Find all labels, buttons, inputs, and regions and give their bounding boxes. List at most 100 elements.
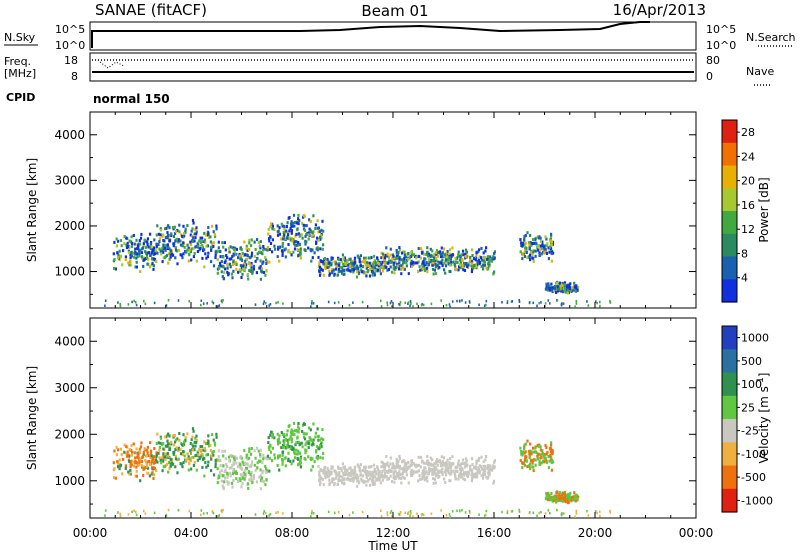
echo-cell [296,248,299,252]
echo-cell [333,260,336,264]
echo-cell [313,251,316,255]
echo-cell [178,223,181,227]
echo-cell [518,298,520,302]
echo-cell [305,441,308,445]
echo-cell [248,478,251,482]
echo-cell [317,230,320,234]
echo-cell [556,299,559,302]
echo-cell [462,462,465,466]
echo-cell [478,513,480,516]
echo-cell [524,450,527,454]
echo-cell [358,468,361,472]
echo-cell [199,236,202,240]
echo-cell [480,265,483,268]
echo-cell [174,454,177,458]
echo-cell [475,253,478,256]
echo-cell [172,235,176,238]
echo-cell [485,299,488,303]
echo-cell [268,469,271,473]
echo-cell [410,252,413,256]
echo-cell [449,305,451,309]
echo-cell [489,464,492,468]
echo-cell [563,283,567,287]
freq-tick-top: 18 [64,54,78,67]
echo-cell [297,449,300,453]
echo-cell [202,302,205,305]
echo-cell [152,477,155,480]
echo-cell [131,242,134,245]
echo-cell [283,226,286,230]
echo-cell [453,471,456,475]
echo-cell [568,494,571,498]
echo-cell [216,271,219,275]
echo-cell [136,255,139,259]
echo-cell [352,477,355,481]
echo-cell [310,302,313,305]
echo-cell [440,261,443,265]
echo-cell [273,244,276,248]
echo-cell [278,454,281,458]
echo-cell [169,461,172,465]
echo-cell [321,456,324,460]
echo-cell [250,244,253,248]
echo-cell [446,466,450,470]
echo-cell [346,263,349,267]
echo-cell [189,240,192,244]
echo-cell [465,250,469,254]
echo-cell [464,301,467,304]
echo-cell [135,303,138,307]
echo-cell [200,513,202,517]
echo-cell [129,472,132,476]
echo-cell [444,271,447,275]
echo-cell [532,238,535,242]
echo-cell [135,260,138,264]
echo-cell [167,299,170,302]
echo-cell [368,256,371,260]
echo-cell [398,465,402,468]
echo-cell [493,256,496,260]
echo-cell [234,261,238,265]
echo-cell [167,508,170,512]
echo-cell [195,453,198,457]
echo-cell [323,465,326,469]
echo-cell [346,260,349,264]
echo-cell [587,304,590,307]
echo-cell [434,263,437,266]
echo-cell [464,248,468,252]
echo-cell [419,465,422,469]
echo-cell [283,442,286,446]
echo-cell [209,240,212,244]
echo-cell [403,465,406,469]
echo-cell [119,447,123,451]
echo-cell [412,260,415,264]
echo-cell [456,299,458,303]
echo-cell [447,262,450,266]
echo-cell [166,451,169,455]
echo-cell [113,449,116,453]
echo-cell [446,257,450,261]
echo-cell [563,281,567,285]
echo-cell [443,477,446,481]
echo-cell [234,470,238,474]
echo-cell [487,471,490,475]
echo-cell [128,472,131,476]
echo-cell [270,430,273,434]
echo-cell [310,458,313,462]
echo-cell [253,449,256,453]
echo-cell [250,474,253,478]
echo-cell [534,458,537,462]
echo-cell [143,447,146,451]
echo-cell [523,463,527,467]
echo-cell [384,253,387,257]
echo-cell [410,250,413,254]
echo-cell [363,470,366,474]
echo-cell [484,260,487,264]
echo-cell [544,443,547,447]
echo-cell [471,471,474,475]
echo-cell [293,243,296,247]
echo-cell [214,459,217,463]
echo-cell [427,472,430,476]
echo-cell [444,462,447,466]
echo-cell [519,446,522,450]
echo-cell [219,458,222,462]
